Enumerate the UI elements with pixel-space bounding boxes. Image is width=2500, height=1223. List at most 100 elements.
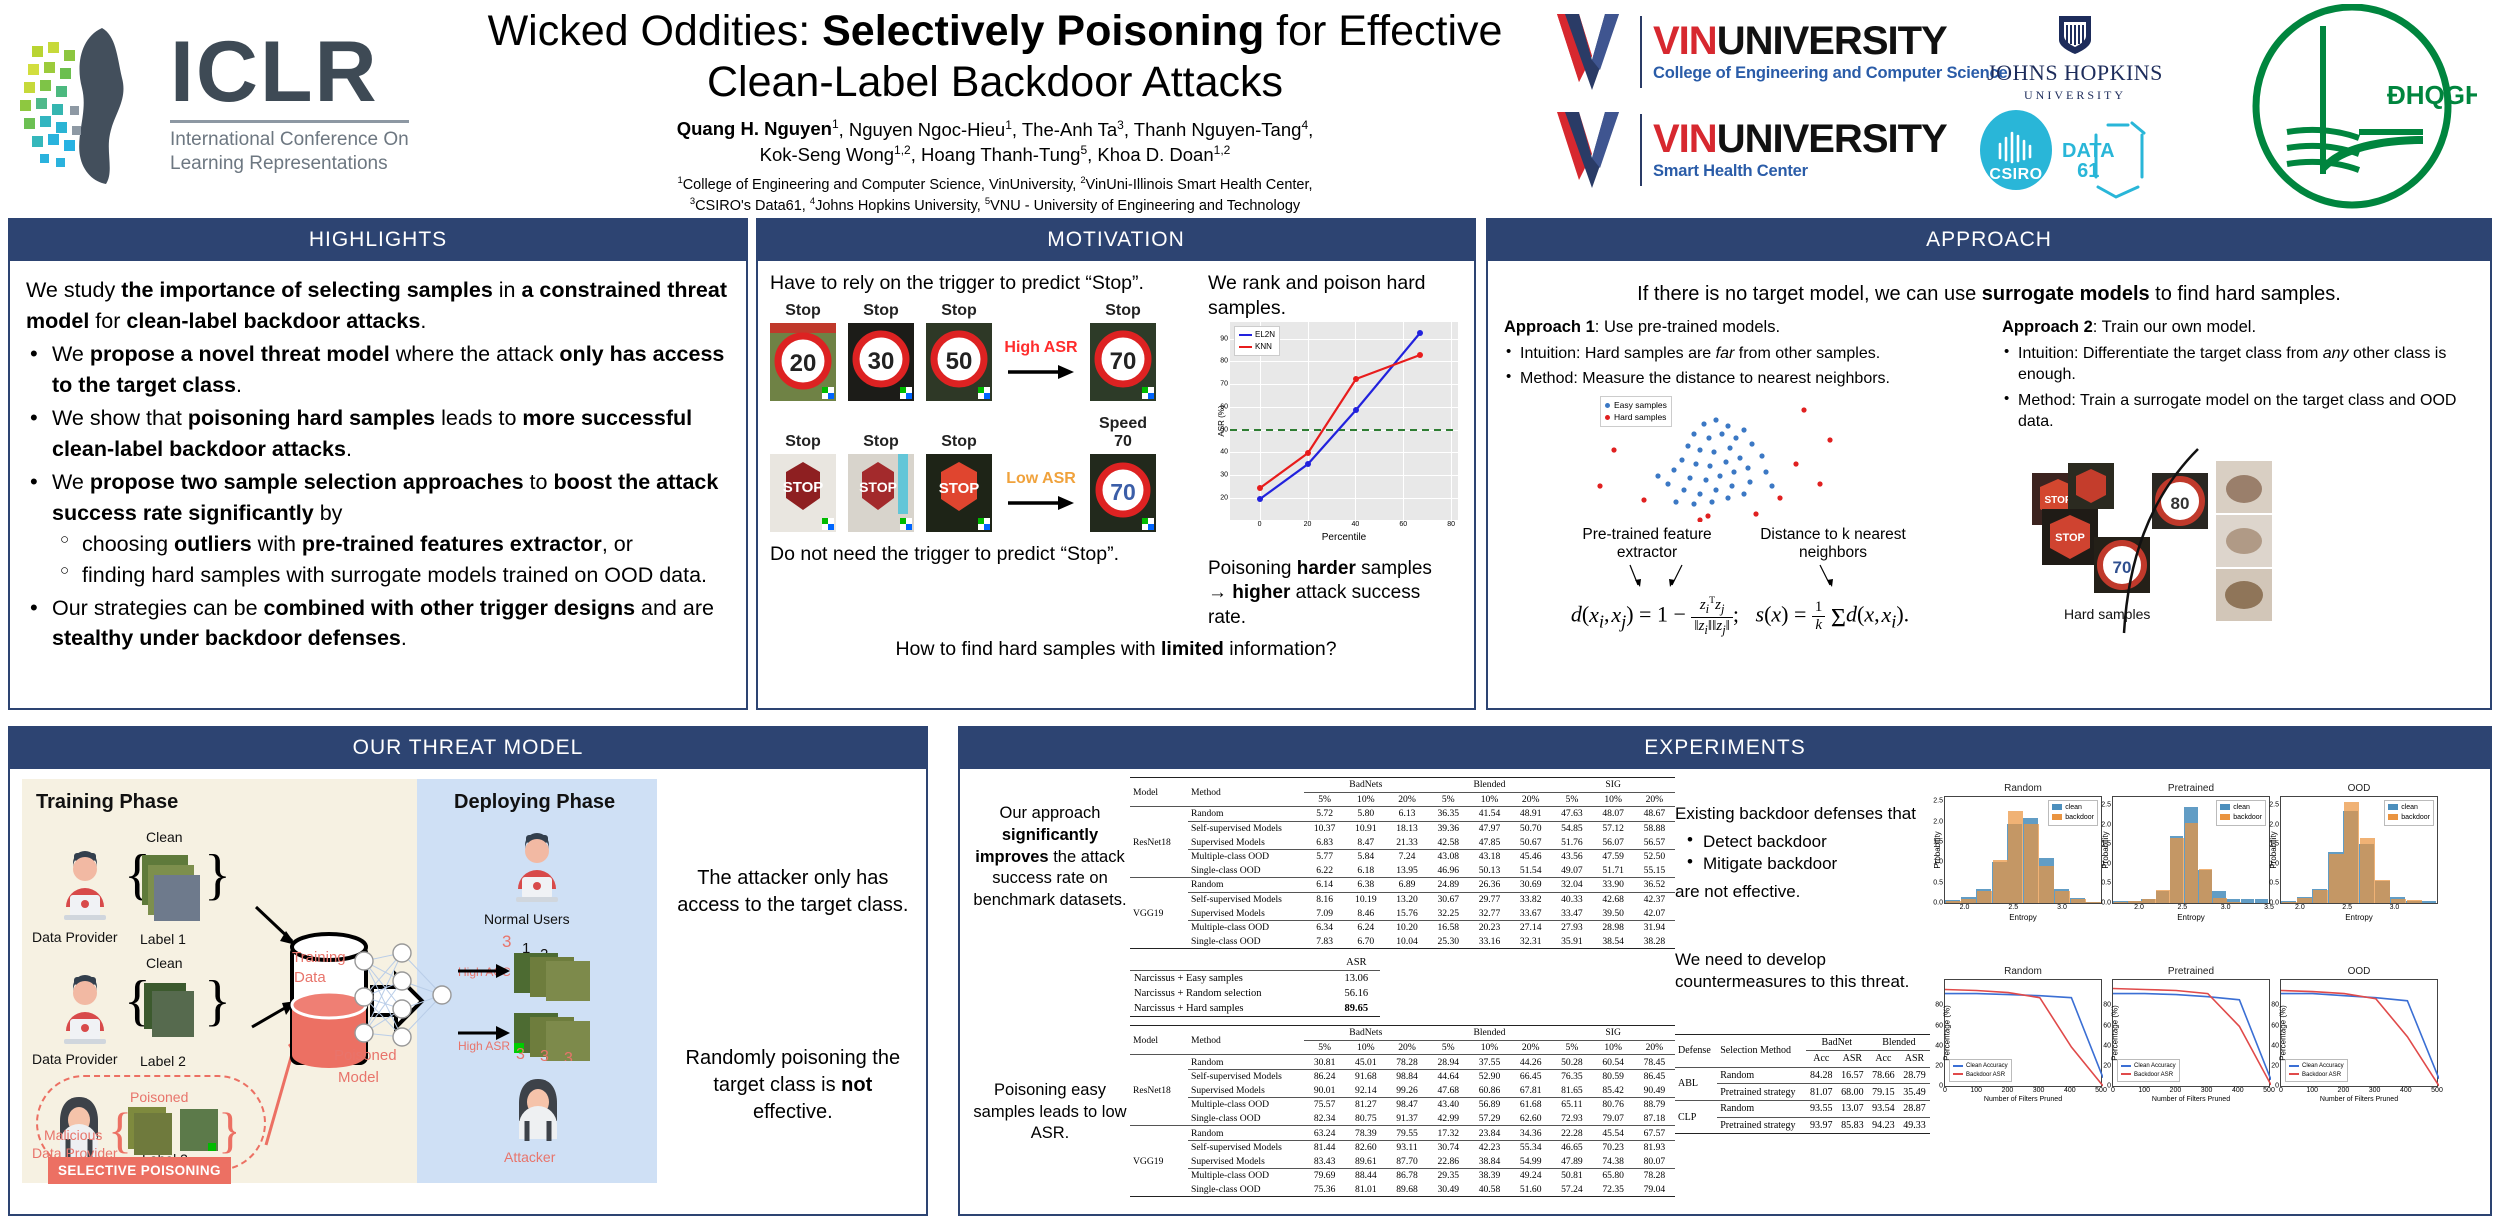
hl4-d: stealthy under backdoor defenses (52, 626, 401, 651)
acc-header-row-1: Model Method BadNets Blended SIG (1130, 777, 1675, 798)
table-method-cell: Multiple-class OOD (1191, 1099, 1270, 1111)
scatter-points (1597, 407, 1833, 523)
table-value-cell: 5.77 (1316, 851, 1333, 863)
high-asr-label-threat: High ASR (458, 1039, 511, 1053)
poisoned-label: Poisoned (130, 1089, 189, 1105)
experiments-tables: Model Method BadNets Blended SIG 5% 10% … (1130, 777, 1675, 1197)
approach-2-column: Approach 2: Train our own model. Intuiti… (2002, 318, 2474, 653)
table-method-cell: Self-supervised Models (1191, 1071, 1282, 1083)
y-axis-label: Percentage (%) (2278, 1005, 2288, 1061)
poster-header: ICLR International Conference On Learnin… (0, 0, 2500, 214)
table-value-cell: 30.49 (1437, 1183, 1460, 1195)
iclr-acronym: ICLR (170, 23, 379, 120)
table-value-cell: 89.68 (1396, 1183, 1418, 1195)
defense-method-cell: Random (1720, 1103, 1755, 1115)
table-row: Self-supervised Models 8.16 10.19 13.20 30.6… (1130, 892, 1675, 906)
vin-black-2: UNIVERSITY (1716, 117, 1948, 161)
asr-table-body: ResNet18 Random 30.81 45.01 78.28 28.94 37.55 4… (1130, 1055, 1675, 1197)
table-row: Pretrained strategy 81.07 68.00 79.15 35.49 (1675, 1084, 1930, 1101)
table-model-cell: ResNet18 (1133, 836, 1171, 848)
exp-side-note-2: Poisoning easy samples leads to low ASR. (973, 1080, 1127, 1143)
chart-title: Pretrained (2167, 966, 2215, 977)
legend-el2n-label: EL2N (1255, 329, 1276, 339)
ytick-50: 50 (1220, 426, 1228, 434)
table-value-cell: 34.36 (1519, 1127, 1542, 1139)
motivation-grid: Have to rely on the trigger to predict “… (770, 271, 1462, 631)
table-value-cell: 33.16 (1478, 935, 1501, 947)
legend-label: backdoor (2065, 813, 2094, 821)
y-tick: 1.0 (2269, 860, 2279, 868)
defense-detect: Detect backdoor (1685, 829, 1930, 853)
approach-columns: Approach 1: Use pre-trained models. Intu… (1504, 318, 2474, 653)
svg-text:50: 50 (946, 348, 973, 375)
exp-side-b: significantly improves (975, 825, 1099, 866)
hard-samples-caption: Hard samples (2064, 606, 2150, 622)
legend-label: backdoor (2401, 813, 2430, 821)
table-value-cell: 58.88 (1643, 823, 1666, 835)
acc-group-badnets: BadNets (1304, 777, 1428, 793)
hl2-e: . (345, 436, 352, 461)
histogram-bar (2375, 880, 2391, 903)
threat-body: Training Phase Deploying Phase Data Prov… (10, 769, 926, 1197)
legend-entry: clean (2388, 803, 2430, 813)
x-tick: 0 (2279, 1087, 2283, 1094)
table-value-cell: 61.68 (1519, 1099, 1542, 1111)
table-value-cell: 86.24 (1313, 1071, 1336, 1083)
acc-group-sig: SIG (1551, 777, 1675, 793)
ap2b1a: Intuition: Differentiate the target clas… (2018, 345, 2323, 362)
highlight-sub-2: finding hard samples with surrogate mode… (58, 560, 730, 591)
ap-lead-c: to find hard samples. (2149, 283, 2341, 305)
table-method-cell: Self-supervised Models (1191, 894, 1282, 906)
table-method-cell: Multiple-class OOD (1191, 922, 1270, 934)
speed-sign-70-image-bottom: 70 (1090, 454, 1156, 533)
narcissus-label: Narcissus + Easy samples (1134, 973, 1243, 985)
malicious-provider-icon (60, 1097, 98, 1159)
iclr-logo: ICLR International Conference On Learnin… (10, 14, 440, 194)
scatter-legend: Easy samples Hard samples (1600, 395, 1672, 427)
x-tick: 0 (2111, 1087, 2115, 1094)
histogram-bar (1992, 860, 2008, 903)
table-value-cell: 6.70 (1357, 935, 1375, 947)
motivation-conclusion: Poisoning harder samples → higher attack… (1208, 557, 1458, 631)
acc-rate-20b: 20% (1521, 793, 1540, 805)
defense-value-cell: 93.55 (1810, 1103, 1833, 1115)
chart-title: Random (2004, 966, 2042, 977)
clean-images-1: { } (124, 845, 228, 921)
ytick-40: 40 (1220, 448, 1228, 456)
approach-scatter-plot: Easy samples Hard samples (1504, 394, 1976, 523)
approach-1-column: Approach 1: Use pre-trained models. Intu… (1504, 318, 1976, 653)
approach-1-list: Intuition: Hard samples are far from oth… (1504, 342, 1976, 390)
asr-rate-20a: 20% (1398, 1042, 1416, 1054)
xtick-80: 80 (1447, 520, 1456, 528)
table-value-cell: 56.57 (1643, 836, 1666, 848)
table-row: ResNet18 Random 5.72 5.80 6.13 36.35 41.54 48.9… (1130, 807, 1675, 848)
table-value-cell: 87.18 (1643, 1112, 1666, 1124)
hl3-e: by (313, 500, 343, 525)
ap1-head-r: : Use pre-trained models. (1594, 318, 1781, 336)
table-value-cell: 48.67 (1643, 808, 1666, 820)
vin-red-2: VIN (1653, 117, 1718, 161)
defense-metric-asr-1: ASR (1842, 1053, 1863, 1065)
histogram-bar (2113, 901, 2127, 903)
histogram-bar (2127, 901, 2142, 903)
defense-value-cell: 13.07 (1841, 1103, 1864, 1115)
hl-intro-c: in (492, 278, 522, 302)
histogram-bar (2142, 899, 2156, 903)
x-tick: 400 (2231, 1087, 2244, 1094)
table-value-cell: 25.30 (1437, 935, 1460, 947)
legend-entry: Clean Accuracy (2121, 1062, 2176, 1070)
table-value-cell: 91.68 (1355, 1071, 1377, 1083)
acc-col-method: Method (1191, 786, 1221, 798)
panel-motivation: MOTIVATION Have to rely on the trigger t… (756, 218, 1476, 710)
table-value-cell: 46.96 (1437, 864, 1460, 876)
histogram-bar (2212, 898, 2227, 903)
sign-cell-50: Stop 50 (926, 302, 992, 402)
table-value-cell: 79.55 (1396, 1127, 1418, 1139)
vin-wordmark-1: VINUNIVERSITY (1653, 21, 2007, 61)
sign-caption-2: Stop (863, 302, 899, 320)
table-value-cell: 35.91 (1561, 935, 1583, 947)
narcissus-label: Narcissus + Hard samples (1134, 1003, 1244, 1015)
table-value-cell: 76.35 (1561, 1071, 1583, 1083)
histogram-bar (2156, 890, 2170, 903)
